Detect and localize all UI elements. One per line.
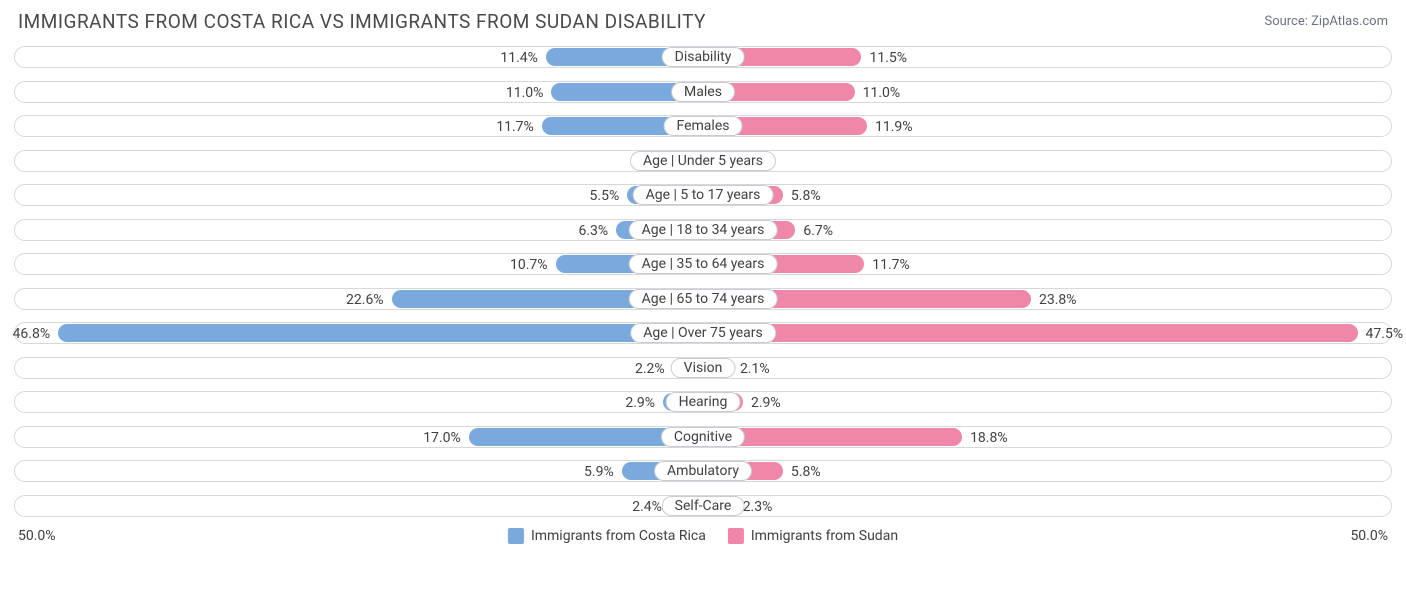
chart-title: IMMIGRANTS FROM COSTA RICA VS IMMIGRANTS… [18,10,706,33]
value-right: 11.9% [875,112,913,142]
legend-item-left: Immigrants from Costa Rica [508,528,706,544]
value-left: 17.0% [423,423,461,453]
chart-row: 1.3%1.3%Age | Under 5 years [14,147,1392,177]
legend-swatch-left [508,528,524,544]
category-label: Age | Under 5 years [630,151,776,171]
category-label: Females [664,116,743,136]
chart-row: 2.2% 2.1%Vision [14,354,1392,384]
chart-header: IMMIGRANTS FROM COSTA RICA VS IMMIGRANTS… [0,0,1406,39]
value-right: 23.8% [1039,285,1077,315]
value-left: 11.7% [496,112,534,142]
chart-row: 2.4% 2.3%Self-Care [14,492,1392,522]
value-left: 10.7% [510,250,548,280]
value-left: 5.5% [590,181,620,211]
value-right: 18.8% [970,423,1008,453]
category-label: Males [671,82,735,102]
chart-row: 11.0% 11.0% Males [14,78,1392,108]
value-right: 2.3% [743,492,773,522]
axis-right-label: 50.0% [1350,528,1388,544]
value-left: 6.3% [579,216,609,246]
axis-left-label: 50.0% [18,528,56,544]
value-left: 2.9% [625,388,655,418]
category-label: Disability [662,47,745,67]
value-left: 22.6% [346,285,384,315]
legend-label-right: Immigrants from Sudan [751,528,898,544]
chart-row: 11.7% 11.9% Females [14,112,1392,142]
category-label: Vision [671,358,736,378]
category-label: Age | 65 to 74 years [629,289,778,309]
category-label: Age | 5 to 17 years [633,185,774,205]
legend-item-right: Immigrants from Sudan [728,528,898,544]
value-right: 11.0% [863,78,901,108]
chart-row: 5.9% 5.8% Ambulatory [14,457,1392,487]
category-label: Cognitive [661,427,745,447]
chart-area: 11.4% 11.5% Disability 11.0% 11.0% Males 11.7%… [0,39,1406,522]
axis-row: 50.0% Immigrants from Costa Rica Immigra… [0,526,1406,552]
chart-row: 5.5% 5.8% Age | 5 to 17 years [14,181,1392,211]
value-right: 47.5% [1366,319,1404,349]
category-label: Age | 18 to 34 years [629,220,778,240]
category-label: Age | Over 75 years [630,323,776,343]
chart-row: 11.4% 11.5% Disability [14,43,1392,73]
chart-row: 10.7% 11.7% Age | 35 to 64 years [14,250,1392,280]
category-label: Self-Care [662,496,745,516]
category-label: Hearing [666,392,741,412]
legend-swatch-right [728,528,744,544]
value-left: 11.0% [506,78,544,108]
chart-row: 17.0% 18.8% Cognitive [14,423,1392,453]
value-right: 5.8% [791,457,821,487]
legend: Immigrants from Costa Rica Immigrants fr… [508,528,898,544]
value-left: 11.4% [500,43,538,73]
category-label: Ambulatory [654,461,752,481]
value-left: 2.4% [632,492,662,522]
value-right: 2.9% [751,388,781,418]
value-right: 6.7% [803,216,833,246]
value-left: 46.8% [13,319,51,349]
chart-row: 2.9% 2.9% Hearing [14,388,1392,418]
value-left: 2.2% [635,354,665,384]
value-right: 11.5% [869,43,907,73]
legend-label-left: Immigrants from Costa Rica [531,528,706,544]
chart-source: Source: ZipAtlas.com [1264,14,1388,29]
category-label: Age | 35 to 64 years [629,254,778,274]
chart-row: 6.3% 6.7% Age | 18 to 34 years [14,216,1392,246]
bar-left [58,324,703,342]
value-left: 5.9% [584,457,614,487]
value-right: 5.8% [791,181,821,211]
bar-right [703,324,1358,342]
chart-row: 22.6% 23.8% Age | 65 to 74 years [14,285,1392,315]
value-right: 2.1% [740,354,770,384]
value-right: 11.7% [872,250,910,280]
chart-row: 46.8%47.5%Age | Over 75 years [14,319,1392,349]
